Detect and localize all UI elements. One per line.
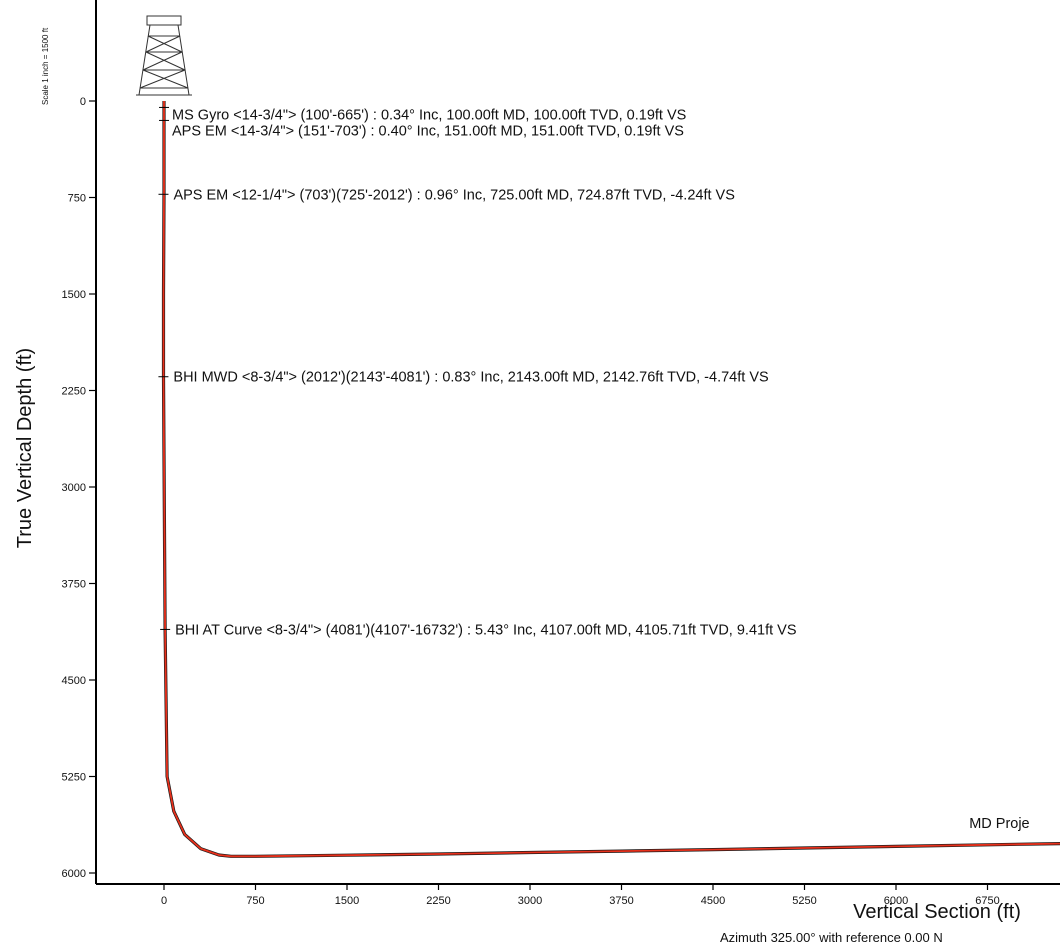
survey-annotation: BHI AT Curve <8-3/4"> (4081')(4107'-1673… [175, 622, 796, 638]
series-shadow-line [161, 101, 1060, 858]
survey-annotation: MS Gyro <14-3/4"> (100'-665') : 0.34° In… [172, 107, 686, 123]
scale-note: Scale 1 inch = 1500 ft [41, 27, 50, 105]
y-tick-label: 3750 [62, 579, 86, 591]
survey-annotation: BHI MWD <8-3/4"> (2012')(2143'-4081') : … [173, 370, 768, 386]
y-tick-label: 0 [80, 96, 86, 108]
series-layer [161, 101, 1060, 858]
series-line [162, 101, 1060, 858]
x-axis-title: Vertical Section (ft) [853, 901, 1021, 923]
survey-annotation: APS EM <12-1/4"> (703')(725'-2012') : 0.… [173, 187, 734, 203]
y-axis-title: True Vertical Depth (ft) [14, 348, 36, 548]
x-tick-label: 2250 [426, 895, 450, 907]
drilling-rig-icon [136, 15, 192, 96]
y-tick-label: 3000 [62, 482, 86, 494]
x-tick-label: 3750 [609, 895, 633, 907]
x-tick-label: 3000 [518, 895, 542, 907]
y-tick-label: 6000 [62, 868, 86, 880]
survey-annotation: APS EM <14-3/4"> (151'-703') : 0.40° Inc… [172, 123, 684, 139]
y-tick-label: 2250 [62, 386, 86, 398]
y-tick-label: 5250 [62, 772, 86, 784]
x-tick-label: 6750 [975, 895, 999, 907]
x-tick-group: 0 750 1500 2250 3000 3750 4500 5250 6000 6750 [161, 884, 1000, 907]
y-tick-label: 1500 [62, 289, 86, 301]
y-tick-label: 4500 [62, 675, 86, 687]
x-tick-label: 750 [246, 895, 264, 907]
azimuth-footnote: Azimuth 325.00° with reference 0.00 N [720, 930, 943, 945]
annotation-layer: MS Gyro <14-3/4"> (100'-665') : 0.34° In… [158, 106, 1030, 832]
y-tick-group: 0 750 1500 2250 3000 3750 4500 5250 6000 [62, 96, 96, 880]
x-tick-label: 6000 [884, 895, 908, 907]
x-tick-label: 5250 [792, 895, 816, 907]
x-tick-label: 0 [161, 895, 167, 907]
survey-annotation: MD Proje [969, 816, 1029, 832]
x-tick-label: 1500 [335, 895, 359, 907]
x-tick-label: 4500 [701, 895, 725, 907]
y-tick-label: 750 [68, 193, 86, 205]
